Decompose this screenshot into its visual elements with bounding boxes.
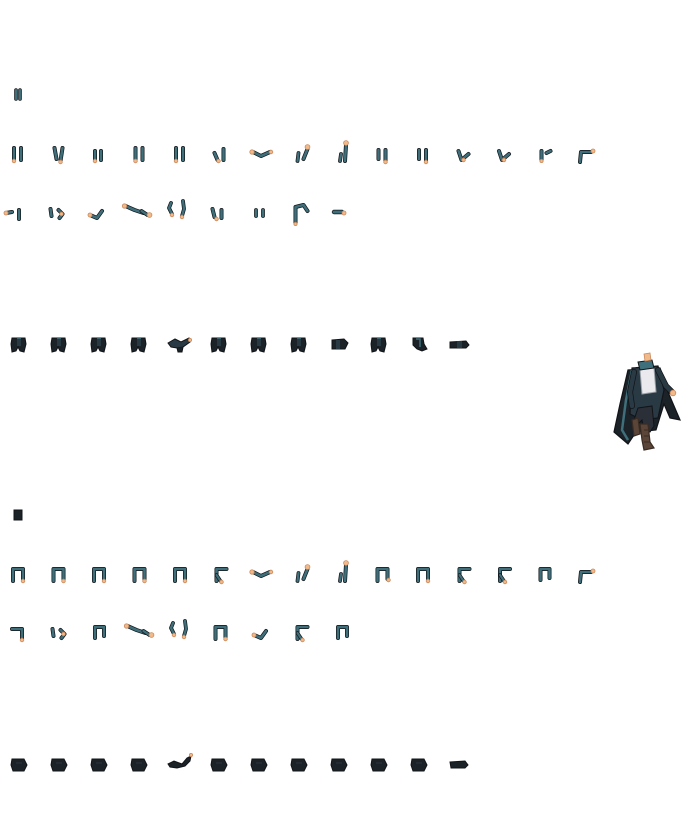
sprite-frame-hand xyxy=(50,758,68,772)
sprite-frame-torso xyxy=(50,337,67,353)
sprite-frame-arm-bracket xyxy=(173,567,188,584)
sprite-frame-arm-stretch-long xyxy=(123,623,155,638)
sprite-frame-arm-bracket-hand xyxy=(498,567,512,585)
full-character xyxy=(613,352,682,451)
sprite-frame-hand xyxy=(410,758,428,772)
sprite-frame-hand xyxy=(90,758,108,772)
sprite-frame-torso-turn xyxy=(412,337,428,352)
sprite-frame-arm-fold-tuck xyxy=(210,207,224,222)
hand-frames xyxy=(10,752,469,772)
sprite-frame-arm-down-pair xyxy=(417,148,429,165)
sprite-frame-torso xyxy=(10,337,27,353)
sprite-frame-arm-bracket-short xyxy=(93,625,106,640)
sprite-frame-hand xyxy=(210,758,228,772)
sprite-frame-arm-fold xyxy=(50,627,67,640)
sprite-frame-arm-hook xyxy=(293,203,310,226)
sprite-frame-arm-down xyxy=(11,146,23,164)
sprite-frame-arm-bracket-hand xyxy=(214,567,229,585)
sprite-frame-torso-side xyxy=(331,338,349,350)
sprite-frame-arm-bent-in xyxy=(212,147,226,164)
sprite-frame-arm-pair-raise xyxy=(169,619,188,640)
sprite-frame-arm-bracket-hand xyxy=(457,567,472,585)
sprite-frame-arm-stub xyxy=(14,88,22,101)
arm-frames-bottom xyxy=(10,509,596,643)
sprite-frame-torso xyxy=(250,337,267,353)
sprite-frame-torso xyxy=(370,337,387,353)
sprite-frame-arm-block xyxy=(13,509,23,521)
sprite-frame-character-coat-standing xyxy=(613,352,682,451)
sprite-frame-arm-raise-high xyxy=(338,140,349,163)
sprite-frame-arm-bracket xyxy=(132,567,147,584)
sprite-frame-torso xyxy=(210,337,227,353)
sprite-frame-arm-stub-pair xyxy=(254,208,265,218)
sprite-frame-arm-bracket xyxy=(92,567,107,584)
sprite-frame-arm-bracket xyxy=(213,625,228,642)
sprite-row-3 xyxy=(3,199,347,226)
sprite-frame-arm-down-open xyxy=(92,149,103,164)
sprite-frame-arm-fold-flat xyxy=(331,209,347,216)
sprite-row-1 xyxy=(14,88,22,101)
sprite-frame-arm-bracket-hand xyxy=(295,625,310,643)
sprite-frame-arm-stretch-long xyxy=(121,203,153,218)
sprite-frame-arm-short-hand xyxy=(539,149,553,164)
sprite-character xyxy=(613,352,682,451)
sprite-frame-arm-down-pair xyxy=(376,148,388,165)
sprite-frame-arm-bracket xyxy=(416,567,431,584)
sprite-frame-hand xyxy=(330,758,348,772)
sprite-frame-arm-down-bent xyxy=(52,146,65,165)
sprite-frame-arm-swing xyxy=(578,568,596,584)
sprite-frame-hand-raise xyxy=(167,752,193,769)
sprite-frame-arm-bracket-pair xyxy=(375,567,391,583)
sprite-frame-arm-fold-low xyxy=(251,629,268,640)
sprite-frame-arm-fold-low xyxy=(87,209,104,220)
sprite-frame-hand xyxy=(130,758,148,772)
sprite-row-4 xyxy=(10,337,470,353)
sprite-frame-torso xyxy=(130,337,147,353)
sprite-frame-arm-down xyxy=(133,146,145,164)
sprite-frame-hand-flat xyxy=(449,760,469,769)
sprite-frame-arm-forward-reach xyxy=(249,569,274,578)
sprite-frame-torso xyxy=(290,337,307,353)
sprite-frame-arm-pair-raise xyxy=(167,199,186,220)
torso-frames xyxy=(10,337,470,353)
sprite-frame-arm-down xyxy=(173,146,185,164)
sprite-frame-torso xyxy=(90,337,107,353)
sprite-frame-arm-bent-hand xyxy=(456,149,471,163)
sprite-row-6 xyxy=(11,560,596,585)
sprite-frame-hand xyxy=(370,758,388,772)
sprite-frame-arm-fold xyxy=(48,207,65,220)
sprite-frame-arm-raise xyxy=(295,144,311,163)
sprite-frame-arm-bracket xyxy=(11,567,26,584)
sprite-frame-arm-bracket-low xyxy=(10,627,25,643)
sprite-frame-hand xyxy=(10,758,28,772)
sprite-frame-torso-lean xyxy=(167,337,192,353)
sprite-frame-arm-bracket-short xyxy=(538,567,552,582)
sprite-row-8 xyxy=(10,752,469,772)
sprite-frame-arm-raise-high xyxy=(338,560,349,583)
sprite-frame-arm-raise xyxy=(295,564,311,583)
sprite-frame-hand xyxy=(250,758,268,772)
sprite-frame-arm-forward-reach xyxy=(249,149,274,158)
sprite-row-7 xyxy=(10,619,349,643)
sprite-frame-hand xyxy=(290,758,308,772)
sprite-row-2 xyxy=(11,140,596,165)
sprite-frame-arm-bent-hand xyxy=(497,149,511,163)
arm-sleeve-frames-top xyxy=(3,88,596,226)
sprite-frame-arm-swing xyxy=(578,148,596,164)
sprite-frame-arm-swing-low xyxy=(3,208,21,221)
sprite-frame-torso-flat xyxy=(449,340,470,349)
sprite-frame-arm-bracket xyxy=(51,567,66,584)
sprite-row-5 xyxy=(13,509,23,521)
sprite-frame-arm-bracket-short xyxy=(336,625,349,640)
